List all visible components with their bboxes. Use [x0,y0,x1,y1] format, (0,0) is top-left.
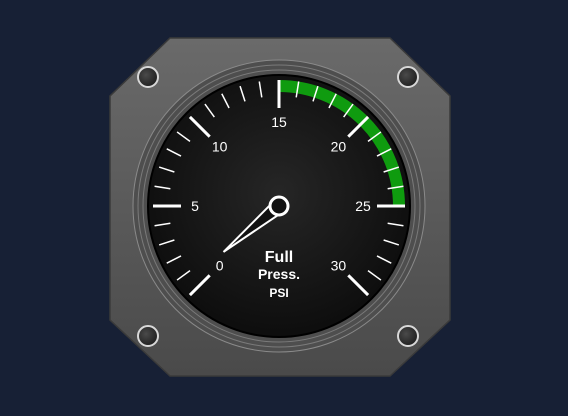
minor-tick [239,85,246,102]
scale-label-30: 30 [331,257,347,273]
scale-labels: 0 5 10 15 20 25 30 [191,114,371,273]
minor-tick [387,222,404,227]
screw-top-right [397,66,419,88]
needle-hub [268,195,290,217]
minor-tick [367,270,382,281]
rim-ring-2 [142,69,416,343]
screw-top-left [137,66,159,88]
scale-label-10: 10 [212,139,228,155]
caption-line3: PSI [269,286,288,300]
minor-tick [154,185,171,190]
minor-tick [176,270,191,281]
minor-tick [221,93,230,109]
rim-ring-1 [137,64,421,348]
minor-tick [258,81,263,98]
major-tick [188,115,211,138]
minor-tick [343,103,354,118]
scale-label-5: 5 [191,198,199,214]
scale-label-15: 15 [271,114,287,130]
minor-tick [383,239,400,246]
minor-tick [166,255,182,264]
minor-tick [176,131,191,142]
major-tick [347,274,370,297]
major-tick [347,115,370,138]
screw-bottom-right [397,325,419,347]
minor-tick [166,148,182,157]
minor-tick [367,131,382,142]
screw-bottom-left [137,325,159,347]
minor-tick [328,93,337,109]
caption-line1: Full [265,249,293,266]
needle [222,195,290,253]
scale-label-25: 25 [355,198,371,214]
scale-label-0: 0 [216,257,224,273]
minor-tick [295,81,300,98]
scale-label-20: 20 [331,139,347,155]
minor-tick [154,222,171,227]
caption-line2: Press. [258,266,300,282]
minor-tick [376,148,392,157]
minor-tick [383,166,400,173]
minor-tick [204,103,215,118]
major-tick [188,274,211,297]
minor-tick [312,85,319,102]
minor-tick [158,166,175,173]
minor-tick [387,185,404,190]
minor-tick [376,255,392,264]
minor-tick [158,239,175,246]
tick-marks [153,80,405,297]
